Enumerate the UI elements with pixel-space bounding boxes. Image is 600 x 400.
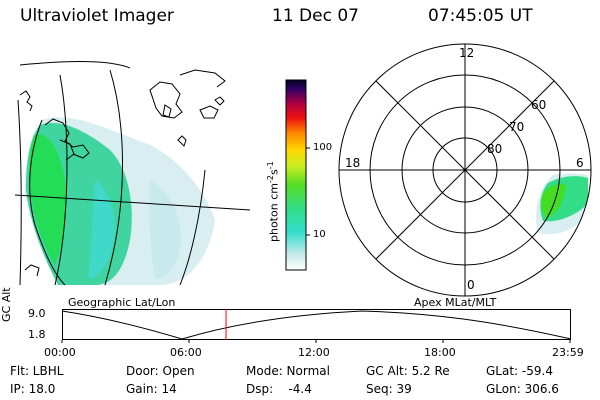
mlt-label-top: 12 bbox=[459, 46, 475, 60]
geographic-map bbox=[14, 61, 251, 286]
xtick-0000: 00:00 bbox=[44, 346, 76, 359]
info-door: Door: Open bbox=[126, 364, 195, 378]
date-label: 11 Dec 07 bbox=[272, 6, 359, 26]
colorbar-unit-sup2: -1 bbox=[266, 161, 275, 170]
colorbar bbox=[285, 79, 310, 271]
mlat-label-60: 60 bbox=[531, 98, 547, 112]
polar-plot bbox=[338, 43, 592, 297]
mlt-label-left: 18 bbox=[345, 156, 361, 170]
mlt-label-right: 6 bbox=[576, 156, 584, 170]
colorbar-unit-s: s bbox=[267, 169, 281, 176]
mlt-label-bottom: 0 bbox=[467, 278, 475, 292]
xtick-2359: 23:59 bbox=[552, 346, 584, 359]
mlat-label-80: 80 bbox=[487, 142, 503, 156]
lat-lon-grid bbox=[14, 61, 251, 286]
xtick-1800: 18:00 bbox=[424, 346, 456, 359]
info-mode: Mode: Normal bbox=[246, 364, 330, 378]
info-gcalt: GC Alt: 5.2 Re bbox=[366, 364, 450, 378]
left-panel-caption: Geographic Lat/Lon bbox=[68, 296, 176, 309]
info-seq: Seq: 39 bbox=[366, 382, 412, 396]
info-flt: Flt: LBHL bbox=[10, 364, 64, 378]
colorbar-tick-100: 100 bbox=[313, 142, 333, 153]
xtick-1200: 12:00 bbox=[298, 346, 330, 359]
time-label: 07:45:05 UT bbox=[428, 6, 533, 26]
altitude-ytick-bottom: 1.8 bbox=[28, 328, 46, 341]
colorbar-unit-main: photon cm bbox=[267, 183, 281, 242]
colorbar-unit-sup1: -2 bbox=[266, 175, 275, 184]
info-gain: Gain: 14 bbox=[126, 382, 177, 396]
info-glat: GLat: -59.4 bbox=[486, 364, 553, 378]
colorbar-unit: photon cm-2s-1 bbox=[266, 161, 281, 242]
xtick-0600: 06:00 bbox=[170, 346, 202, 359]
colorbar-tick-10: 10 bbox=[313, 229, 326, 240]
altitude-ytick-top: 9.0 bbox=[28, 307, 46, 320]
altitude-ylabel: GC Alt bbox=[0, 287, 13, 322]
polar-aurora-region bbox=[536, 173, 588, 235]
info-ip: IP: 18.0 bbox=[10, 382, 56, 396]
altitude-curve bbox=[61, 310, 572, 340]
altitude-xticks bbox=[61, 340, 571, 343]
altitude-plot bbox=[61, 309, 572, 343]
info-glon: GLon: 306.6 bbox=[486, 382, 559, 396]
right-panel-caption: Apex MLat/MLT bbox=[414, 296, 497, 309]
aurora-emission-region bbox=[25, 117, 215, 285]
coastlines bbox=[19, 69, 226, 277]
polar-grid bbox=[338, 43, 592, 297]
mlat-label-70: 70 bbox=[509, 120, 525, 134]
info-dsp: Dsp: -4.4 bbox=[246, 382, 312, 396]
instrument-title: Ultraviolet Imager bbox=[20, 6, 174, 26]
